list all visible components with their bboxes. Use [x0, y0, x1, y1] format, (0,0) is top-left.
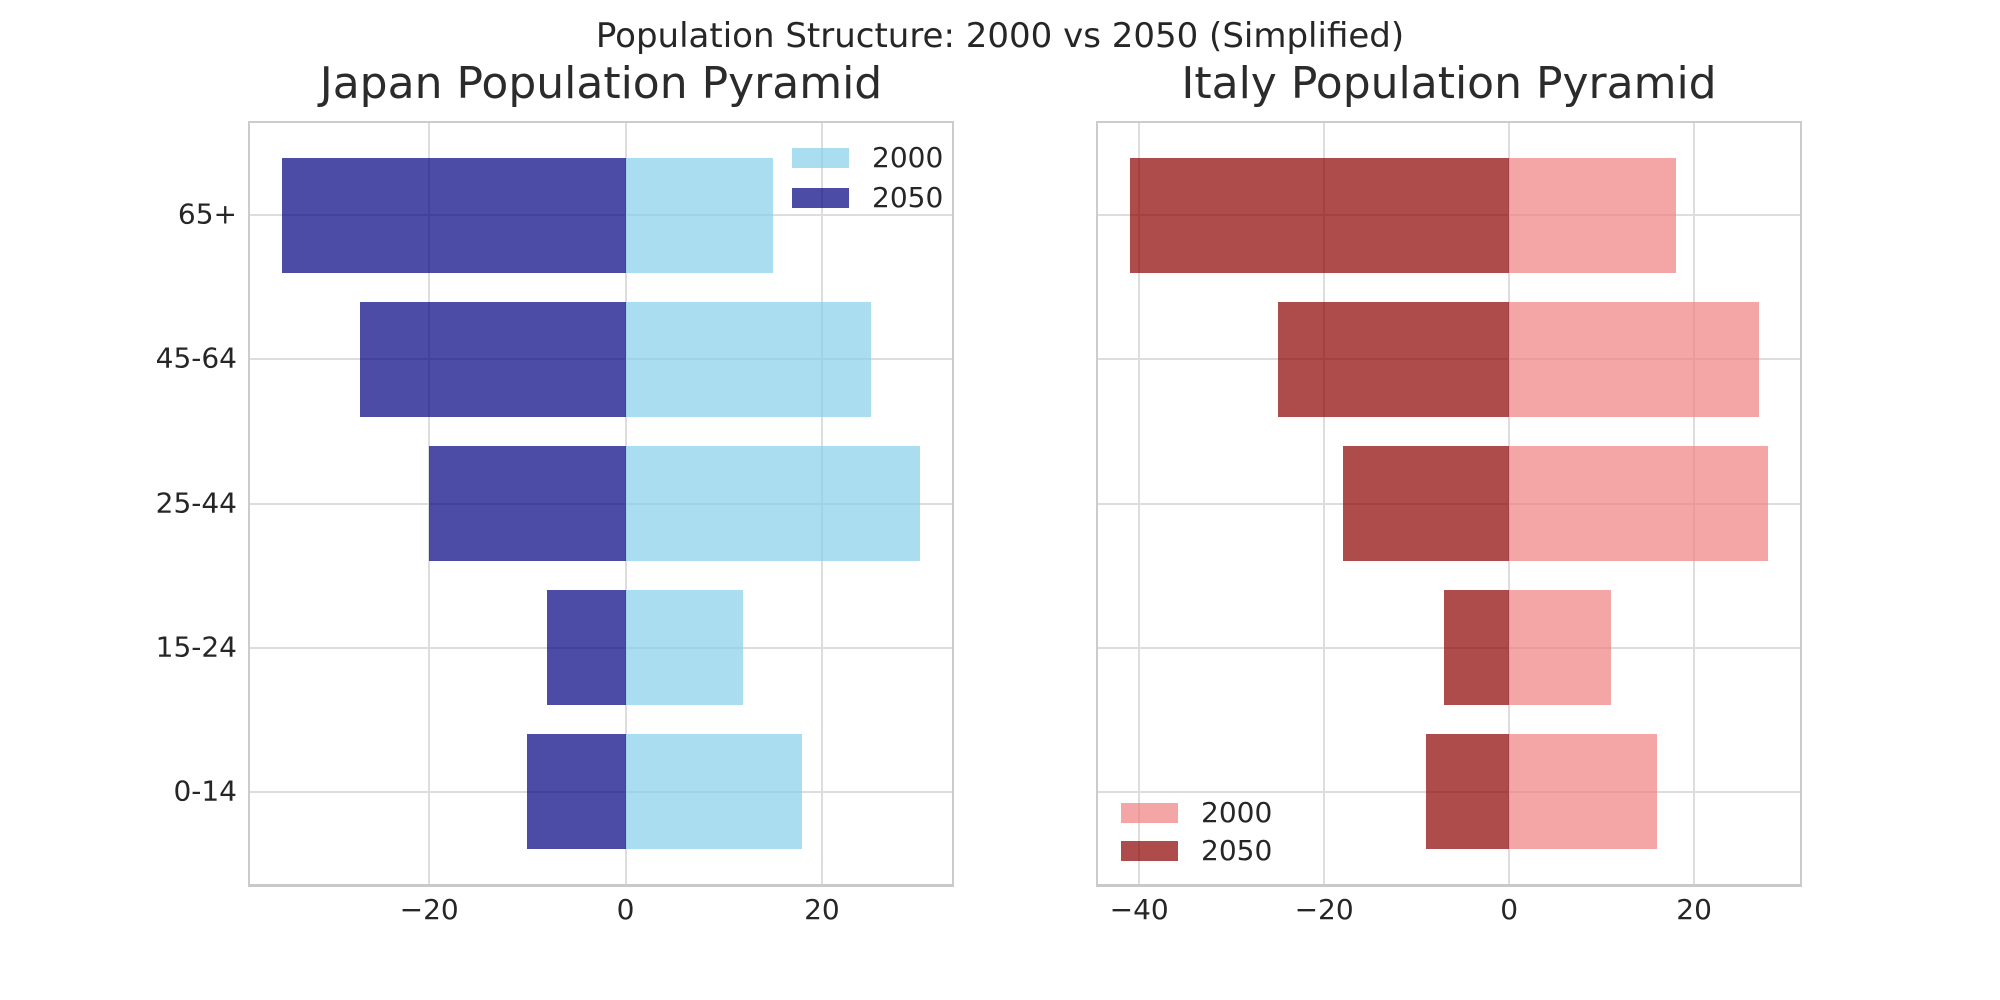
x-tick-label: −20 [1294, 893, 1354, 926]
japan-bar-2000-65+ [625, 157, 773, 273]
japan-plot-area: −20 0 20 0-14 15-24 25-44 45-64 65+ 2000 2050 [156, 121, 954, 925]
y-tick-label: 65+ [177, 197, 237, 231]
y-tick-label: 0-14 [173, 774, 237, 808]
italy-bar-2050-15-24 [1444, 589, 1510, 706]
y-tick-label: 45-64 [155, 341, 237, 375]
x-tick-label: 0 [1500, 893, 1519, 926]
japan-axes-title: Japan Population Pyramid [319, 58, 883, 109]
legend-swatch-2000 [1121, 802, 1178, 823]
italy-bar-2000-25-44 [1509, 445, 1769, 562]
y-tick-label: 15-24 [155, 630, 237, 664]
x-tick-label: 20 [804, 893, 840, 926]
legend-swatch-2050 [792, 187, 849, 208]
japan-bar-2000-25-44 [625, 445, 921, 562]
legend-item-2000: 2000 [792, 141, 944, 174]
japan-bar-2050-25-44 [429, 445, 626, 562]
italy-bar-2000-45-64 [1509, 301, 1759, 418]
legend-label-2000: 2000 [872, 141, 944, 174]
japan-bar-2050-0-14 [527, 734, 626, 850]
legend-swatch-2000 [792, 147, 849, 168]
legend-label-2000: 2000 [1201, 796, 1273, 829]
italy-plot-area: −40 −20 0 20 2000 2050 [1096, 121, 1802, 925]
japan-bar-2050-65+ [281, 157, 626, 273]
italy-legend: 2000 2050 [1121, 796, 1273, 867]
japan-bar-2000-45-64 [625, 301, 871, 418]
legend-item-2050: 2050 [1121, 834, 1273, 867]
legend-item-2000: 2000 [1121, 796, 1273, 829]
japan-bar-2050-45-64 [360, 301, 626, 418]
italy-bar-2050-65+ [1129, 157, 1510, 273]
japan-bar-2050-15-24 [547, 589, 626, 706]
japan-legend: 2000 2050 [792, 141, 944, 214]
legend-label-2050: 2050 [1201, 834, 1273, 867]
italy-bar-2000-15-24 [1509, 589, 1611, 706]
italy-bar-2050-25-44 [1342, 445, 1510, 562]
x-tick-label: 0 [616, 893, 635, 926]
italy-bar-2050-0-14 [1425, 734, 1510, 850]
legend-swatch-2050 [1121, 840, 1178, 861]
y-tick-label: 25-44 [155, 486, 237, 520]
x-tick-label: −40 [1109, 893, 1169, 926]
legend-item-2050: 2050 [792, 181, 944, 214]
x-tick-label: −20 [399, 893, 459, 926]
italy-bar-2000-65+ [1509, 157, 1676, 273]
figure-title: Population Structure: 2000 vs 2050 (Simp… [595, 16, 1405, 56]
italy-bar-2050-45-64 [1277, 301, 1510, 418]
legend-label-2050: 2050 [872, 181, 944, 214]
japan-bar-2000-0-14 [625, 734, 803, 850]
japan-bar-2000-15-24 [625, 589, 744, 706]
italy-axes-title: Italy Population Pyramid [1181, 58, 1717, 109]
x-tick-label: 20 [1676, 893, 1712, 926]
italy-bar-2000-0-14 [1509, 734, 1658, 850]
